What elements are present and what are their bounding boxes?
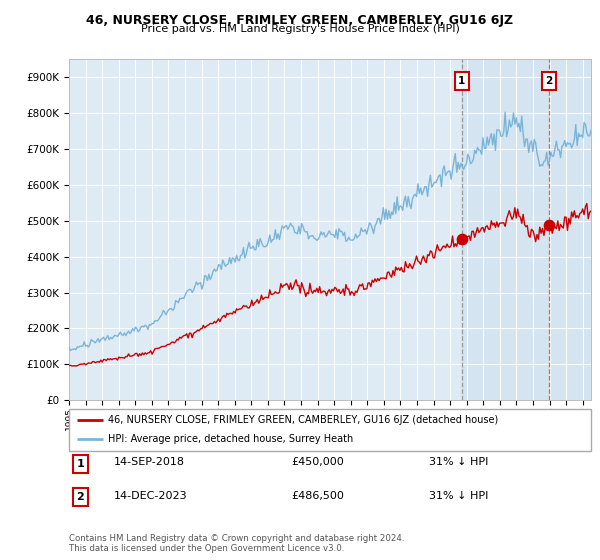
Text: 14-DEC-2023: 14-DEC-2023 — [114, 491, 188, 501]
Text: 2: 2 — [545, 76, 553, 86]
Text: 1: 1 — [458, 76, 466, 86]
Text: Price paid vs. HM Land Registry's House Price Index (HPI): Price paid vs. HM Land Registry's House … — [140, 24, 460, 34]
Text: 14-SEP-2018: 14-SEP-2018 — [114, 457, 185, 467]
Text: 31% ↓ HPI: 31% ↓ HPI — [429, 457, 488, 467]
Text: 2: 2 — [77, 492, 84, 502]
Text: 31% ↓ HPI: 31% ↓ HPI — [429, 491, 488, 501]
Text: 1: 1 — [77, 459, 84, 469]
Text: 46, NURSERY CLOSE, FRIMLEY GREEN, CAMBERLEY, GU16 6JZ (detached house): 46, NURSERY CLOSE, FRIMLEY GREEN, CAMBER… — [108, 415, 499, 425]
FancyBboxPatch shape — [69, 409, 591, 451]
Point — [544, 221, 554, 230]
Text: £450,000: £450,000 — [291, 457, 344, 467]
Text: HPI: Average price, detached house, Surrey Heath: HPI: Average price, detached house, Surr… — [108, 435, 353, 445]
Text: £486,500: £486,500 — [291, 491, 344, 501]
Text: Contains HM Land Registry data © Crown copyright and database right 2024.
This d: Contains HM Land Registry data © Crown c… — [69, 534, 404, 553]
Text: 46, NURSERY CLOSE, FRIMLEY GREEN, CAMBERLEY, GU16 6JZ: 46, NURSERY CLOSE, FRIMLEY GREEN, CAMBER… — [86, 14, 514, 27]
Bar — [462, 59, 591, 400]
Point — [457, 234, 467, 243]
